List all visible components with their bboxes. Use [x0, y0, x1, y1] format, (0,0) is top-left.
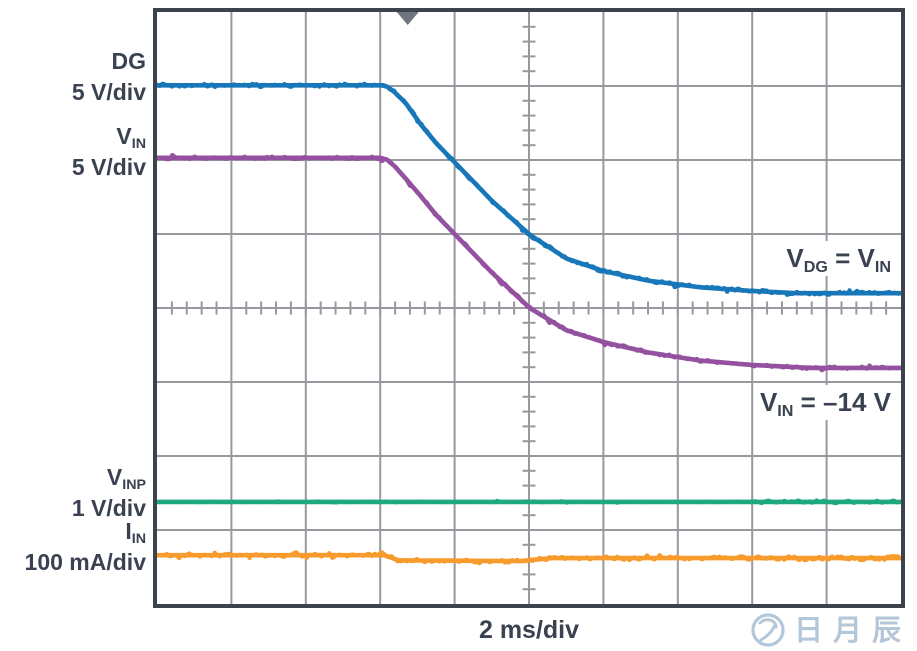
- channel-name: VIN: [116, 123, 146, 152]
- timebase-label: 2 ms/div: [478, 616, 580, 644]
- scope-plot-area: [153, 8, 905, 608]
- channel-scale: 1 V/div: [71, 495, 146, 521]
- annotation-vdg-equals-vin: VDG = VIN: [780, 241, 897, 276]
- channel-label-vinp: VINP 1 V/div: [0, 464, 146, 522]
- trigger-marker-icon: [396, 12, 419, 25]
- annotation-vin-minus-14v: VIN = –14 V: [753, 385, 897, 420]
- channel-label-dg: DG 5 V/div: [0, 48, 146, 106]
- channel-label-vin: VIN 5 V/div: [0, 123, 146, 181]
- channel-name: DG: [111, 48, 147, 74]
- channel-scale: 5 V/div: [71, 154, 146, 180]
- scope-canvas: [157, 12, 901, 604]
- channel-label-iin: IIN 100 mA/div: [0, 518, 146, 576]
- watermark-logo-icon: [751, 613, 785, 647]
- watermark-text: 日月辰: [793, 613, 911, 647]
- channel-name: IIN: [125, 518, 146, 547]
- channel-scale: 5 V/div: [71, 79, 146, 105]
- watermark: 日月辰: [750, 611, 911, 649]
- channel-name: VINP: [106, 464, 146, 493]
- channel-scale: 100 mA/div: [24, 549, 146, 575]
